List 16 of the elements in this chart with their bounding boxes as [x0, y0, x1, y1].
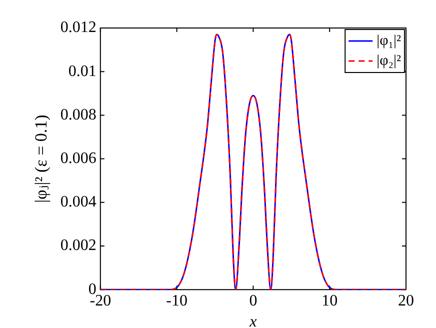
x-axis-title: x: [248, 314, 257, 328]
y-tick-label: 0.006: [60, 150, 96, 168]
y-tick-label: 0.012: [60, 19, 96, 36]
y-tick-label: 0.008: [60, 106, 96, 124]
y-tick-label: 0: [88, 280, 96, 298]
legend-label: |φ₂|²: [376, 52, 402, 69]
line-series: [100, 34, 406, 290]
y-tick-label: 0.004: [60, 194, 96, 211]
y-tick-label: 0.002: [60, 237, 96, 254]
x-tick-label: -10: [166, 292, 188, 310]
x-tick-label: 20: [398, 292, 414, 310]
y-axis-title: |φⱼ|² (ε = 0.1): [32, 114, 51, 203]
legend-label: |φ₁|²: [376, 32, 402, 49]
x-tick-label: 10: [322, 292, 338, 310]
y-tick-label: 0.01: [68, 62, 96, 80]
x-tick-label: 0: [249, 292, 258, 310]
